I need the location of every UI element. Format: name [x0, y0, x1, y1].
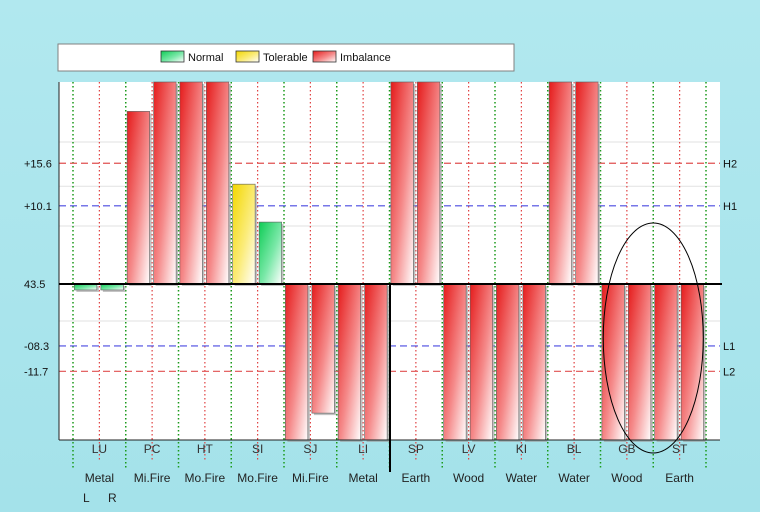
category-element-label: Metal — [85, 471, 114, 485]
category-element-label: Wood — [453, 471, 484, 485]
category-element-label: Mo.Fire — [185, 471, 226, 485]
bar — [258, 221, 282, 285]
category-element-label: Mi.Fire — [134, 471, 171, 485]
side-label-left: L — [83, 491, 90, 505]
category-code-label: LI — [358, 442, 368, 456]
bar — [496, 283, 520, 441]
category-code-label: HT — [197, 442, 214, 456]
bar — [469, 283, 493, 441]
category-code-label: KI — [516, 442, 527, 456]
bar — [206, 81, 230, 285]
highlight-ellipse — [602, 222, 704, 454]
category-code-label: LU — [92, 442, 107, 456]
bar — [364, 283, 388, 441]
legend-swatch — [312, 50, 337, 63]
bar — [390, 81, 414, 285]
category-code-label: PC — [144, 442, 161, 456]
legend-box — [57, 43, 515, 72]
bar — [285, 283, 309, 441]
category-code-label: SI — [252, 442, 263, 456]
bar — [153, 81, 177, 285]
y-tick-label: +15.6 — [24, 158, 52, 170]
reference-line-label: L2 — [723, 366, 735, 378]
y-tick-label: -08.3 — [24, 341, 49, 353]
category-element-label: Metal — [348, 471, 377, 485]
legend-label: Imbalance — [340, 52, 391, 64]
bar — [443, 283, 467, 441]
legend-swatch — [235, 50, 260, 63]
bar — [232, 183, 256, 285]
bar — [680, 283, 704, 441]
bar — [654, 283, 678, 441]
bar — [548, 81, 572, 285]
category-code-label: ST — [672, 442, 688, 456]
bar — [179, 81, 203, 285]
bar — [522, 283, 546, 441]
category-code-label: SP — [408, 442, 424, 456]
reference-line-label: H1 — [723, 201, 737, 213]
bar — [628, 283, 652, 441]
reference-line-label: H2 — [723, 158, 737, 170]
bar — [575, 81, 599, 285]
y-tick-label: +10.1 — [24, 201, 52, 213]
category-code-label: SJ — [303, 442, 317, 456]
category-element-label: Mo.Fire — [237, 471, 278, 485]
category-element-label: Water — [558, 471, 590, 485]
category-code-label: BL — [567, 442, 582, 456]
bar — [311, 283, 335, 414]
reference-line-label: L1 — [723, 341, 735, 353]
category-element-label: Wood — [611, 471, 642, 485]
bar — [126, 111, 150, 285]
legend-label: Normal — [188, 52, 223, 64]
category-element-label: Earth — [402, 471, 431, 485]
category-element-label: Mi.Fire — [292, 471, 329, 485]
baseline-label: 43.5 — [24, 279, 45, 291]
side-label-right: R — [108, 491, 117, 505]
category-code-label: GB — [618, 442, 635, 456]
bar — [417, 81, 441, 285]
legend-swatch — [160, 50, 185, 63]
y-tick-label: -11.7 — [24, 366, 48, 378]
category-element-label: Water — [506, 471, 538, 485]
category-element-label: Earth — [665, 471, 694, 485]
category-code-label: LV — [462, 442, 476, 456]
bar — [337, 283, 361, 441]
legend-label: Tolerable — [263, 52, 308, 64]
